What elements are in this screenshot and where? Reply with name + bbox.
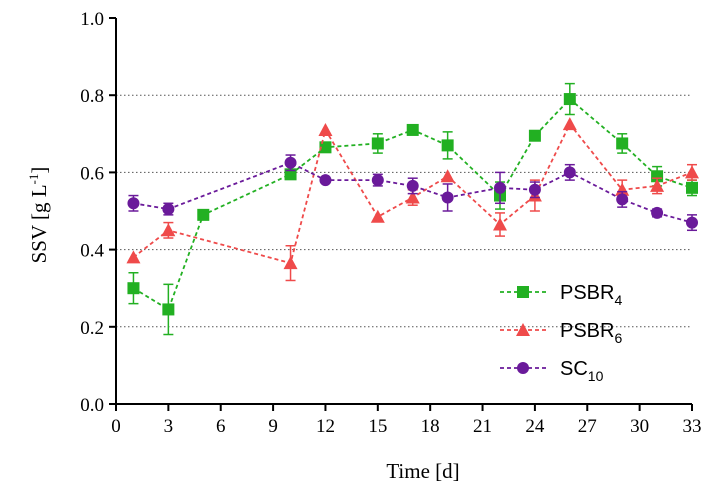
- x-tick-label: 12: [316, 416, 335, 437]
- x-tick-label: 33: [683, 416, 702, 437]
- y-axis-title: SSV [g L-1]: [26, 167, 51, 264]
- data-point: [528, 183, 541, 196]
- data-point: [371, 137, 384, 150]
- legend-label-main: PSBR: [560, 320, 614, 342]
- tick-labels: 0 3 6 9 12 15 18 21 24 27 30 33 0.0 0.2 0.4 0.6 0.8 1.0: [80, 9, 701, 437]
- data-point: [616, 137, 629, 150]
- x-tick-label: 30: [630, 416, 649, 437]
- data-point: [494, 181, 506, 194]
- data-point: [127, 282, 140, 295]
- data-point: [127, 197, 140, 210]
- data-point: [371, 174, 384, 187]
- x-tick-label: 9: [268, 416, 278, 437]
- legend-label-main: PSBR: [560, 282, 614, 304]
- y-tick-label: 1.0: [80, 9, 104, 30]
- data-point: [319, 141, 332, 154]
- legend-label-sub: 4: [614, 292, 622, 308]
- legend-label-sub: 10: [588, 368, 604, 384]
- data-point: [686, 181, 698, 194]
- data-point: [406, 123, 419, 136]
- data-point: [563, 93, 576, 106]
- data-point: [650, 178, 665, 192]
- y-axis-title-end: ]: [27, 167, 51, 174]
- legend-label: PSBR6: [560, 320, 622, 346]
- data-point: [318, 122, 333, 136]
- y-tick-label: 0.8: [80, 86, 104, 107]
- data-point: [493, 217, 507, 231]
- legend-marker: [517, 362, 529, 374]
- legend-entry-1: PSBR6: [500, 320, 622, 346]
- data-point: [162, 203, 175, 216]
- y-axis-title-sup: -1: [26, 174, 41, 185]
- x-tick-label: 3: [164, 416, 174, 437]
- data-point: [528, 129, 541, 142]
- legend-entry-0: PSBR4: [500, 282, 622, 308]
- x-tick-label: 15: [368, 416, 387, 437]
- data-point: [162, 303, 175, 316]
- series-line: [132, 97, 693, 311]
- legend-marker: [516, 323, 530, 336]
- data-point: [284, 156, 297, 169]
- x-tick-label: 24: [525, 416, 545, 437]
- x-tick-label: 21: [473, 416, 492, 437]
- data-point: [651, 170, 664, 183]
- legend-label-sub: 6: [614, 330, 622, 346]
- data-point: [685, 165, 699, 179]
- legend-entry-2: SC10: [500, 358, 604, 384]
- data-point: [441, 191, 454, 204]
- data-point: [197, 208, 210, 221]
- axes: [109, 17, 693, 411]
- data-point: [562, 117, 577, 131]
- y-axis-title-main: SSV [g L: [27, 184, 51, 263]
- series-2: [127, 154, 698, 232]
- y-tick-label: 0.2: [80, 318, 104, 339]
- legend-label-main: SC: [560, 358, 588, 380]
- data-point: [406, 179, 419, 192]
- y-tick-label: 0.0: [80, 395, 104, 416]
- data-point: [284, 168, 297, 181]
- data-point: [616, 193, 629, 206]
- legend-marker: [517, 286, 529, 298]
- y-tick-label: 0.6: [80, 163, 104, 184]
- data-point: [563, 166, 576, 179]
- data-point: [440, 169, 455, 183]
- data-point: [370, 209, 385, 223]
- data-point: [161, 223, 176, 237]
- x-tick-label: 6: [216, 416, 226, 437]
- legend-label: PSBR4: [560, 282, 622, 308]
- data-point: [686, 216, 698, 229]
- gridlines: [116, 94, 692, 328]
- data-point: [441, 139, 454, 152]
- data-point: [405, 190, 420, 204]
- y-tick-label: 0.4: [80, 241, 104, 262]
- x-tick-label: 18: [421, 416, 440, 437]
- data-point: [651, 206, 664, 219]
- series-layer: [126, 82, 699, 336]
- x-tick-label: 0: [111, 416, 121, 437]
- x-tick-label: 27: [578, 416, 597, 437]
- series-0: [127, 82, 698, 336]
- data-point: [615, 182, 630, 196]
- legend-label: SC10: [560, 358, 604, 384]
- data-point: [283, 256, 298, 270]
- x-axis-title: Time [d]: [386, 459, 459, 483]
- data-point: [319, 174, 332, 187]
- data-point: [126, 250, 141, 264]
- series-1: [126, 117, 699, 282]
